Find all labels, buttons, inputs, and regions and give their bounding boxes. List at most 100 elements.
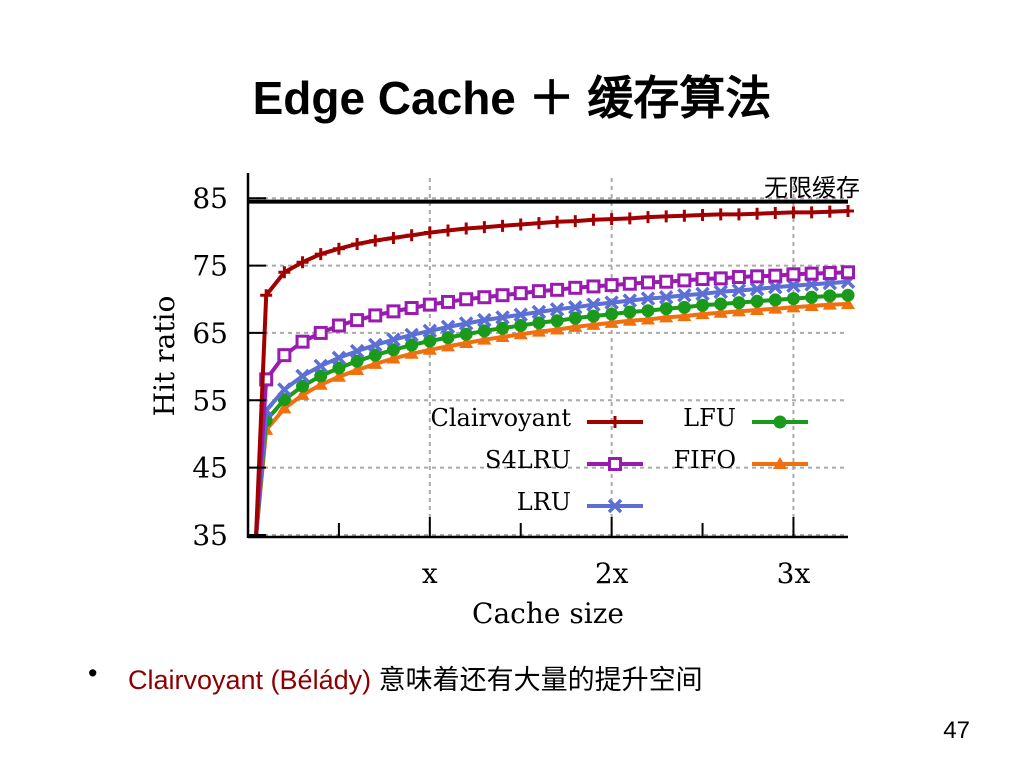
- data-point-clairvoyant-5: [332, 242, 345, 255]
- data-point-fifo-4: [313, 377, 328, 390]
- data-point-fifo-16: [531, 324, 546, 337]
- data-point-lru-23: [658, 289, 674, 305]
- data-point-clairvoyant-4: [314, 248, 327, 261]
- y-tick-label-65: 65: [192, 317, 228, 350]
- data-point-lfu-23: [659, 302, 673, 316]
- bullet-text: Clairvoyant (Bélády) 意味着还有大量的提升空间: [128, 658, 703, 697]
- y-axis-title: Hit ratio: [148, 296, 181, 417]
- data-point-lfu-30: [786, 292, 800, 306]
- y-tick-label-85: 85: [192, 182, 228, 215]
- data-point-s4lru-21: [622, 276, 637, 291]
- data-point-fifo-24: [677, 309, 692, 322]
- data-point-clairvoyant-32: [823, 205, 836, 218]
- data-point-clairvoyant-24: [678, 209, 691, 222]
- data-point-lru-21: [622, 293, 638, 308]
- data-point-fifo-3: [295, 387, 310, 400]
- data-point-s4lru-15: [513, 286, 528, 301]
- data-point-clairvoyant-16: [532, 217, 545, 230]
- data-point-s4lru-6: [350, 313, 365, 328]
- data-point-clairvoyant-3: [296, 256, 309, 269]
- data-point-fifo-21: [622, 313, 637, 326]
- data-point-clairvoyant-1: [260, 289, 273, 302]
- legend-label-fifo: FIFO: [674, 446, 736, 474]
- data-point-s4lru-3: [295, 334, 310, 349]
- x-tick-label-3: 3x: [777, 557, 811, 590]
- data-point-fifo-29: [768, 301, 783, 314]
- bullet-rest-text: 意味着还有大量的提升空间: [371, 665, 703, 695]
- data-point-s4lru-27: [731, 270, 746, 285]
- chart-legend: Clairvoyant S4LRU LRU LFU FIFO: [431, 404, 808, 516]
- data-point-s4lru-18: [568, 280, 583, 295]
- legend-entry-lfu: LFU: [683, 404, 808, 432]
- data-point-clairvoyant-19: [587, 213, 600, 226]
- data-point-s4lru-9: [404, 301, 419, 316]
- data-point-lru-14: [495, 310, 510, 325]
- data-point-clairvoyant-12: [460, 222, 473, 235]
- page-number: 47: [943, 717, 970, 744]
- data-point-s4lru-11: [441, 294, 455, 309]
- data-point-s4lru-14: [495, 288, 510, 303]
- data-point-s4lru-30: [786, 267, 801, 282]
- y-tick-label-75: 75: [192, 250, 228, 283]
- data-point-lru-16: [531, 304, 547, 320]
- data-point-lfu-4: [314, 369, 328, 383]
- data-point-lfu-32: [823, 289, 837, 303]
- data-point-clairvoyant-25: [696, 209, 709, 222]
- series-fifo: [254, 296, 855, 538]
- data-point-fifo-30: [786, 300, 801, 313]
- data-point-lfu-28: [750, 294, 764, 308]
- data-point-clairvoyant-21: [623, 212, 636, 225]
- data-point-s4lru-28: [750, 269, 765, 284]
- data-point-lfu-7: [368, 348, 382, 362]
- data-point-lfu-25: [696, 298, 710, 312]
- data-point-lru-11: [440, 319, 456, 335]
- data-point-s4lru-12: [459, 292, 474, 307]
- data-point-fifo-26: [713, 305, 728, 318]
- data-point-lfu-16: [532, 316, 546, 330]
- data-point-clairvoyant-20: [605, 213, 618, 226]
- data-point-lru-18: [568, 300, 583, 315]
- data-point-lru-25: [695, 286, 710, 302]
- series-line-s4lru: [254, 270, 849, 538]
- data-point-lfu-6: [350, 354, 364, 368]
- reference-line-group: 无限缓存: [248, 174, 860, 204]
- data-point-clairvoyant-31: [805, 206, 818, 219]
- data-point-clairvoyant-14: [496, 219, 509, 232]
- data-point-s4lru-4: [313, 325, 328, 340]
- data-point-lru-10: [422, 323, 438, 339]
- data-point-fifo-14: [495, 329, 510, 342]
- data-point-lru-15: [513, 307, 528, 322]
- data-point-fifo-28: [750, 303, 765, 316]
- data-point-s4lru-29: [768, 268, 783, 283]
- y-tick-label-35: 35: [192, 519, 228, 552]
- data-point-fifo-27: [731, 304, 746, 317]
- data-point-lru-28: [749, 281, 765, 297]
- data-point-fifo-8: [386, 351, 401, 364]
- data-point-fifo-22: [641, 312, 655, 325]
- data-point-fifo-10: [422, 342, 437, 355]
- legend-label-s4lru: S4LRU: [485, 446, 571, 474]
- legend-label-clairvoyant: Clairvoyant: [431, 404, 572, 432]
- data-point-clairvoyant-26: [714, 208, 727, 221]
- data-point-lru-30: [786, 278, 801, 294]
- data-point-fifo-17: [550, 322, 565, 335]
- data-point-lru-17: [549, 302, 565, 317]
- reference-line-label: 无限缓存: [764, 174, 860, 202]
- chart-grid: [248, 178, 848, 536]
- data-point-s4lru-33: [841, 265, 855, 280]
- data-point-lfu-26: [714, 297, 728, 311]
- legend-marker-lfu: [773, 415, 787, 429]
- data-point-lfu-8: [386, 343, 400, 357]
- data-point-s4lru-8: [386, 304, 401, 319]
- data-point-s4lru-24: [677, 273, 692, 288]
- data-point-lfu-21: [623, 305, 637, 319]
- series-line-lfu: [254, 293, 849, 538]
- data-point-fifo-33: [841, 296, 855, 309]
- data-point-lru-29: [768, 279, 783, 295]
- data-point-lru-26: [713, 284, 728, 300]
- data-point-lru-3: [295, 368, 310, 384]
- data-point-lfu-27: [732, 296, 746, 310]
- data-point-clairvoyant-10: [423, 226, 436, 239]
- series-clairvoyant: [254, 205, 854, 538]
